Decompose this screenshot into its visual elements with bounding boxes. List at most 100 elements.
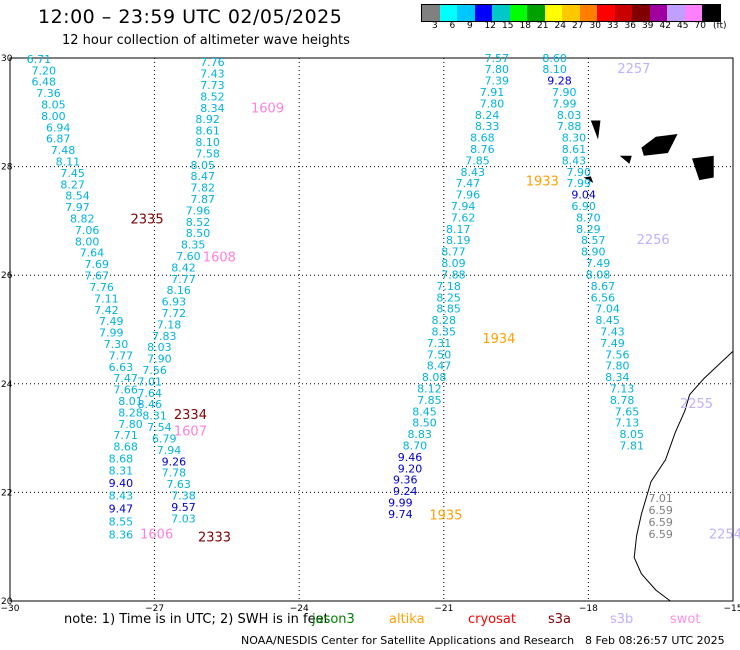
wave-height-label: 8.19 bbox=[446, 234, 471, 247]
wave-height-label: 8.08 bbox=[586, 268, 611, 281]
wave-height-label: 7.69 bbox=[85, 258, 110, 271]
satellite-legend: jason3 altika cryosat s3a s3b swot bbox=[0, 612, 740, 628]
pass-time-label: 1934 bbox=[482, 332, 515, 347]
wave-height-label: 8.43 bbox=[562, 154, 587, 167]
y-tick-label: 20 bbox=[1, 597, 13, 607]
colorbar-swatch bbox=[492, 5, 510, 21]
track-s3b-2257: 8.608.109.287.907.998.037.888.308.618.43… bbox=[542, 52, 650, 453]
wave-height-label: 8.28 bbox=[432, 314, 457, 327]
wave-height-label: 7.77 bbox=[171, 273, 196, 286]
colorbar-label: 39 bbox=[642, 21, 654, 31]
wave-height-label: 8.28 bbox=[118, 406, 143, 419]
wave-height-label: 7.94 bbox=[451, 200, 476, 213]
satellite-altika: altika bbox=[389, 612, 425, 627]
wave-height-label: 7.80 bbox=[480, 97, 505, 110]
wave-height-label: 7.76 bbox=[89, 281, 114, 294]
wave-height-label: 8.78 bbox=[610, 394, 635, 407]
pass-time-label: 2334 bbox=[174, 408, 207, 423]
wave-height-label: 8.43 bbox=[109, 489, 134, 502]
page-title: 12:00 – 23:59 UTC 02/05/2025 bbox=[38, 6, 343, 28]
wave-height-label: 7.01 bbox=[138, 375, 163, 388]
track-s3b-2256: 2256 bbox=[637, 233, 670, 248]
wave-height-label: 7.99 bbox=[552, 97, 577, 110]
colorbar-swatch bbox=[632, 5, 650, 21]
wave-height-label: 6.93 bbox=[162, 296, 187, 309]
colorbar-swatch bbox=[597, 5, 615, 21]
island-shape bbox=[619, 155, 632, 164]
wave-height-label: 7.42 bbox=[94, 304, 119, 317]
wave-height-label: 8.61 bbox=[562, 143, 587, 156]
wave-height-label: 7.67 bbox=[85, 270, 110, 283]
wave-height-label: 7.77 bbox=[109, 349, 134, 362]
colorbar-label: 3 bbox=[432, 21, 438, 31]
wave-height-label: 9.57 bbox=[171, 501, 196, 514]
wave-height-label: 7.99 bbox=[99, 327, 124, 340]
track-altika-1935: 1935 bbox=[429, 509, 462, 524]
wave-height-label: 7.83 bbox=[152, 330, 177, 343]
wave-height-label: 8.82 bbox=[70, 213, 95, 226]
wave-height-label: 8.68 bbox=[113, 441, 138, 454]
x-tick-label: −24 bbox=[290, 604, 309, 614]
africa-coastline bbox=[633, 350, 734, 602]
wave-height-label: 7.72 bbox=[162, 307, 187, 320]
wave-height-label: 8.92 bbox=[195, 113, 220, 126]
x-tick-label: −15 bbox=[724, 604, 740, 614]
wave-height-label: 7.96 bbox=[186, 204, 211, 217]
wave-height-label: 8.30 bbox=[562, 132, 587, 145]
wave-height-label: 9.28 bbox=[547, 75, 572, 88]
wave-height-label: 7.80 bbox=[605, 360, 630, 373]
colorbar-label: 12 bbox=[484, 21, 496, 31]
wave-height-label: 8.09 bbox=[441, 257, 466, 270]
wave-height-label: 7.45 bbox=[60, 167, 85, 180]
colorbar-label: 15 bbox=[502, 21, 514, 31]
wave-height-label: 9.47 bbox=[109, 502, 134, 515]
wave-height-label: 9.40 bbox=[109, 477, 134, 490]
wave-height-label: 7.90 bbox=[567, 166, 592, 179]
colorbar-swatch bbox=[474, 5, 492, 21]
wave-height-label: 8.68 bbox=[470, 132, 495, 145]
colorbar bbox=[421, 4, 721, 22]
wave-height-label: 8.05 bbox=[41, 98, 66, 111]
wave-height-label: 7.18 bbox=[157, 318, 182, 331]
wave-height-label: 8.61 bbox=[195, 125, 220, 138]
wave-height-label: 9.04 bbox=[571, 189, 596, 202]
wave-height-label: 8.27 bbox=[60, 178, 85, 191]
wave-height-label: 7.57 bbox=[485, 52, 510, 65]
wave-height-label: 8.68 bbox=[109, 453, 134, 466]
wave-height-label: 8.31 bbox=[109, 464, 134, 477]
wave-height-label: 8.17 bbox=[446, 223, 471, 236]
wave-height-label: 7.97 bbox=[65, 201, 90, 214]
wave-height-label: 8.52 bbox=[186, 216, 211, 229]
map-grid bbox=[9, 57, 734, 602]
wave-height-label: 7.58 bbox=[195, 147, 220, 160]
wave-height-label: 9.20 bbox=[398, 462, 423, 475]
wave-height-label: 7.36 bbox=[36, 87, 61, 100]
wave-height-label: 8.25 bbox=[436, 291, 461, 304]
map-frame bbox=[9, 57, 734, 602]
wave-height-label: 7.49 bbox=[586, 257, 611, 270]
wave-height-label: 7.13 bbox=[615, 417, 640, 430]
wave-height-label: 7.18 bbox=[436, 280, 461, 293]
wave-height-label: 7.65 bbox=[615, 405, 640, 418]
wave-height-label: 7.91 bbox=[480, 86, 505, 99]
wave-height-label: 7.39 bbox=[485, 75, 510, 88]
wave-height-label: 8.11 bbox=[56, 156, 81, 169]
wave-height-label: 8.29 bbox=[576, 223, 601, 236]
wave-height-label: 6.63 bbox=[109, 361, 134, 374]
wave-height-label: 7.48 bbox=[51, 144, 76, 157]
x-tick-label: −27 bbox=[145, 604, 164, 614]
wave-height-label: 7.90 bbox=[147, 353, 172, 366]
footnote: note: 1) Time is in UTC; 2) SWH is in fe… bbox=[64, 612, 329, 627]
wave-height-label: 9.36 bbox=[393, 474, 418, 487]
colorbar-label: 70 bbox=[694, 21, 706, 31]
colorbar-swatch bbox=[579, 5, 597, 21]
wave-height-label: 9.46 bbox=[398, 451, 423, 464]
colorbar-label: 6 bbox=[449, 21, 456, 31]
wave-height-label: 8.85 bbox=[436, 303, 461, 316]
colorbar-label: 45 bbox=[677, 21, 689, 31]
wave-height-label: 7.38 bbox=[171, 489, 196, 502]
wave-height-label: 7.47 bbox=[113, 372, 138, 385]
wave-height-label: 9.74 bbox=[388, 508, 413, 521]
wave-height-label: 7.96 bbox=[456, 189, 481, 202]
